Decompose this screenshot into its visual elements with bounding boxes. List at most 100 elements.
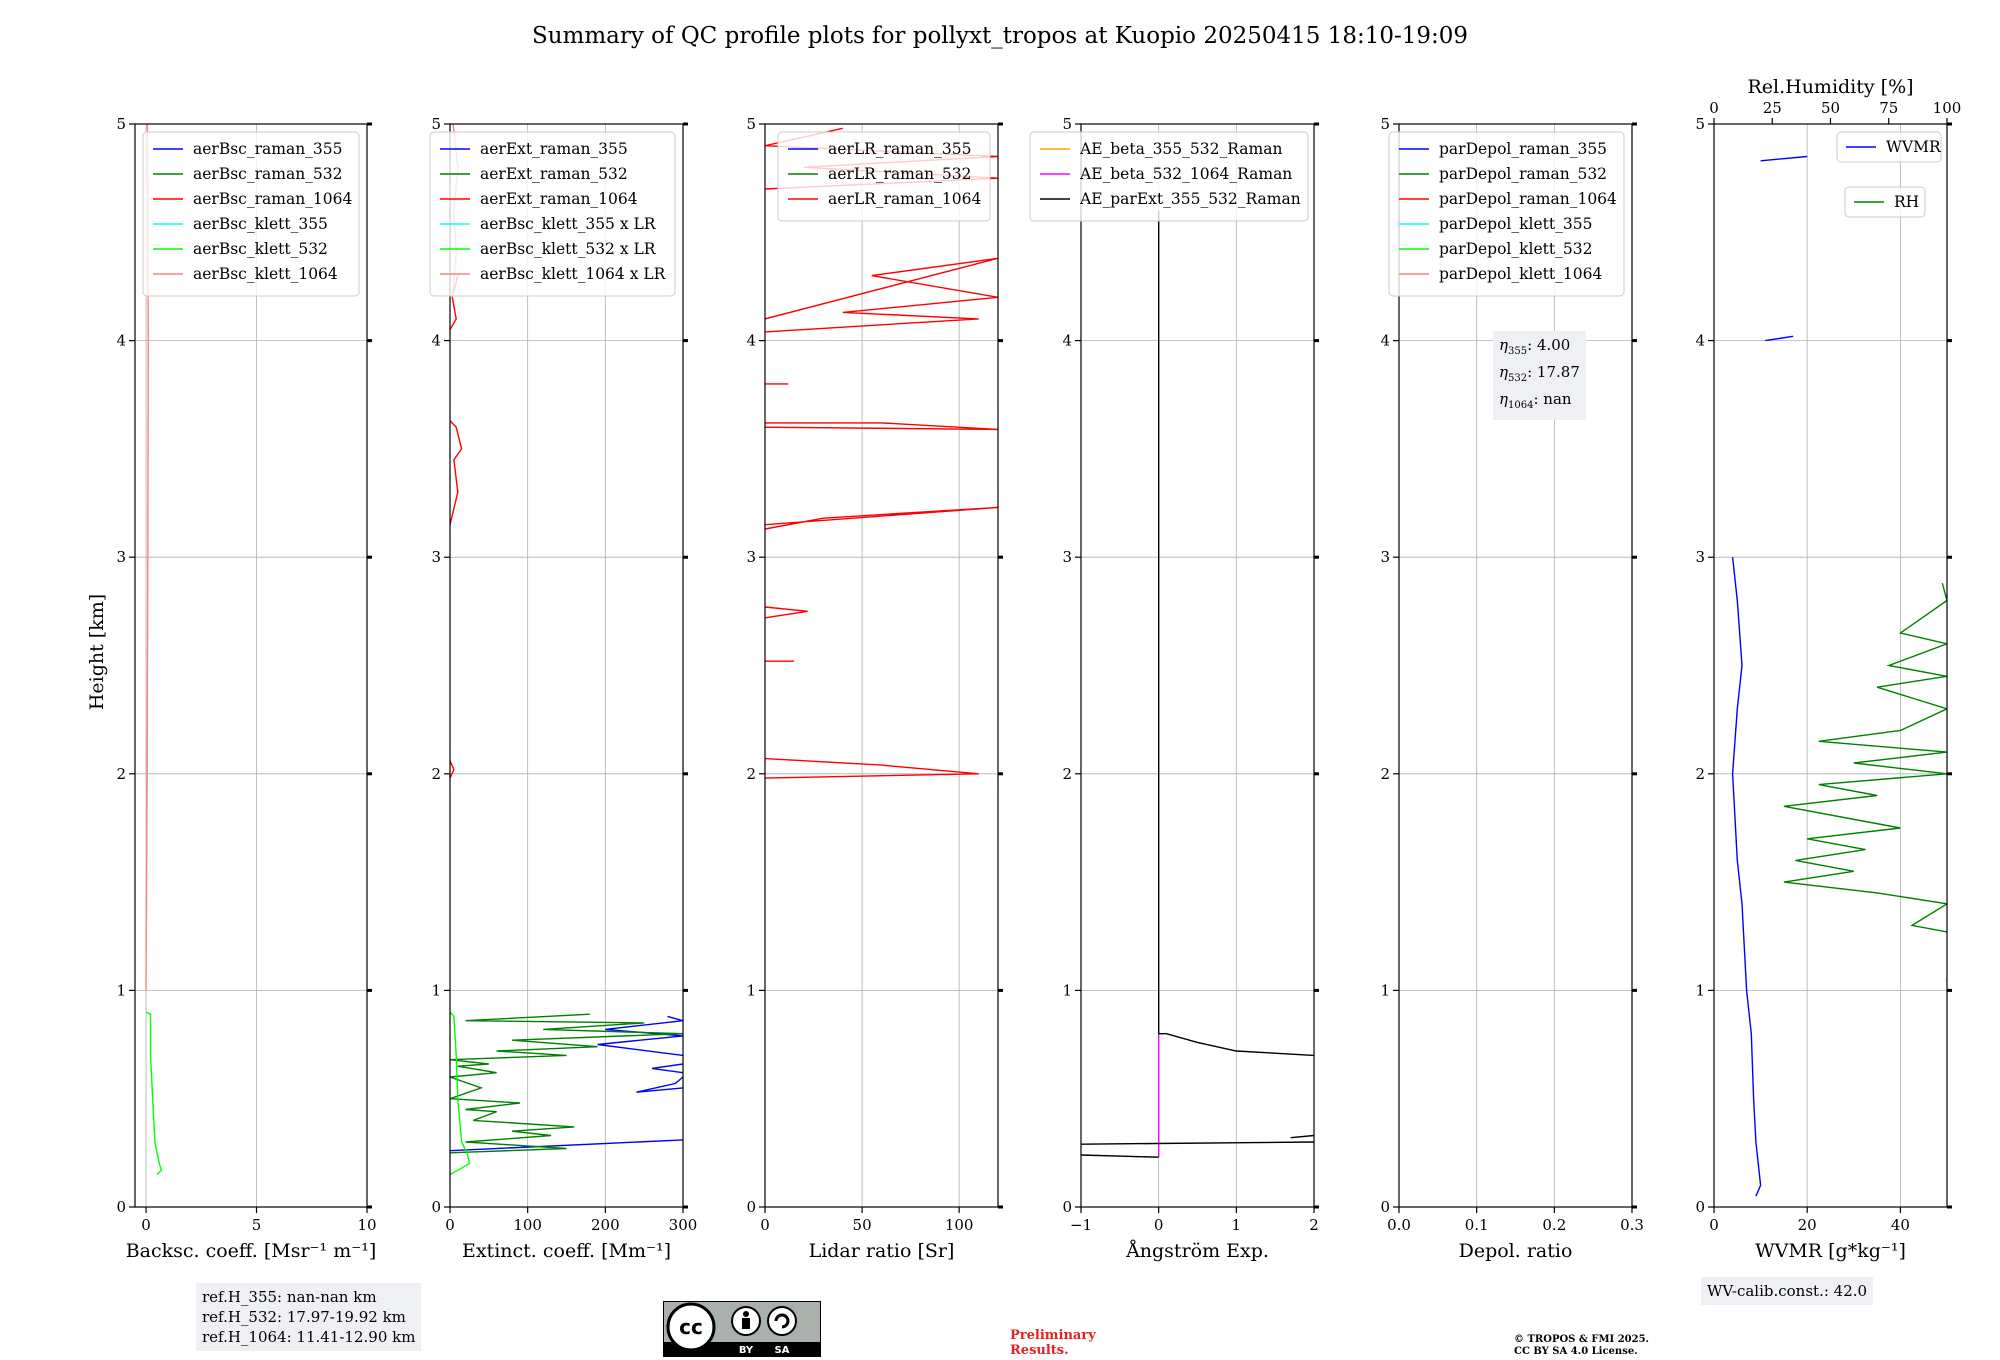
- legend-label-aerbsc-raman-532: aerBsc_raman_532: [193, 165, 343, 183]
- legend-rh: RH: [1844, 186, 1926, 218]
- legend-label-aerlr-raman-1064: aerLR_raman_1064: [828, 190, 981, 208]
- x-tick-label: 1: [1232, 1216, 1242, 1234]
- legend-label-rh: RH: [1894, 193, 1919, 211]
- series-line-wvmr: [1760, 155, 1808, 162]
- y-tick-label: 5: [431, 115, 441, 133]
- y-tick-label: 3: [1695, 548, 1705, 566]
- x-tick-label: 2: [1309, 1216, 1319, 1234]
- series-line-aerext-raman-1064: [450, 420, 463, 525]
- y-tick-label: 4: [1695, 332, 1705, 350]
- legend-label-aerext-raman-355: aerExt_raman_355: [480, 140, 628, 158]
- x-tick-label: 10: [357, 1216, 376, 1234]
- legend-box: [429, 131, 676, 297]
- panel-5: 0.0 0.1 0.2 0.3 0 1 2 3 4 5 Depol. ratio parDepol_r…: [1380, 115, 1643, 1262]
- eta-532-value: 17.87: [1536, 363, 1580, 381]
- series-line-aerlr-raman-1064: [765, 422, 998, 431]
- eta-532-row: η532: 17.87: [1499, 363, 1580, 384]
- x-tick-label: 0: [445, 1216, 455, 1234]
- y-tick-label: 5: [746, 115, 756, 133]
- axes-frame: [1080, 123, 1315, 1208]
- legend-label-wvmr: WVMR: [1886, 138, 1942, 156]
- eta-355-row: η355: 4.00: [1499, 336, 1571, 357]
- x-tick-label: 20: [1798, 1216, 1817, 1234]
- legend-label-aerlr-raman-532: aerLR_raman_532: [828, 165, 971, 183]
- legend-box: [1844, 186, 1926, 218]
- preliminary-note: Preliminary Results.: [1010, 1328, 1096, 1358]
- legend: aerLR_raman_355 aerLR_raman_532 aerLR_rama…: [777, 131, 991, 222]
- series-line-aerlr-raman-1064: [765, 257, 998, 333]
- series-line-aerlr-raman-1064: [765, 606, 808, 619]
- series-line-aerlr-raman-1064: [765, 757, 979, 779]
- cc-by-label: BY: [739, 1345, 754, 1356]
- axes-frame: [1398, 123, 1633, 1208]
- cc-sa-label: SA: [775, 1345, 790, 1356]
- y-tick-label: 0: [746, 1198, 756, 1216]
- y-tick-label: 0: [1695, 1198, 1705, 1216]
- y-tick-label: 0: [1062, 1198, 1072, 1216]
- legend-label-pardepol-klett-532: parDepol_klett_532: [1439, 240, 1592, 258]
- series-line-ae-parext-355-532-raman: [1290, 1134, 1314, 1139]
- x-tick-label: −1: [1070, 1216, 1092, 1234]
- x-axis-label: WVMR [g*kg⁻¹]: [1755, 1240, 1906, 1262]
- x-tick-label: 40: [1891, 1216, 1910, 1234]
- legend-label-pardepol-raman-355: parDepol_raman_355: [1439, 140, 1607, 158]
- series-line-aerbsc-klett-532-x-lr: [450, 1011, 471, 1176]
- legend-label-aerlr-raman-355: aerLR_raman_355: [828, 140, 971, 158]
- legend: parDepol_raman_355 parDepol_raman_532 parD…: [1388, 131, 1625, 297]
- legend-box: [142, 131, 360, 297]
- y-tick-label: 2: [431, 765, 441, 783]
- data-lines: [1081, 210, 1314, 1158]
- x-tick-label: 0.2: [1542, 1216, 1566, 1234]
- series-line-aerext-raman-355: [450, 1139, 683, 1152]
- series-line-ae-parext-355-532-raman: [1081, 1141, 1314, 1145]
- legend-label-ae-parext-355-532-raman: AE_parExt_355_532_Raman: [1079, 190, 1301, 208]
- x-tick-label: 0: [1154, 1216, 1164, 1234]
- y-tick-label: 1: [1062, 981, 1072, 999]
- series-line-wvmr: [1765, 335, 1794, 342]
- x2-axis-label: Rel.Humidity [%]: [1747, 76, 1913, 98]
- x-tick-label: 5: [252, 1216, 262, 1234]
- y-tick-label: 4: [431, 332, 441, 350]
- cc-logo-icon: [666, 1302, 716, 1352]
- eta-info-box: η355: 4.00 η532: 17.87 η1064: nan: [1493, 331, 1586, 420]
- y-tick-label: 0: [1380, 1198, 1390, 1216]
- eta-1064-value: nan: [1543, 390, 1572, 408]
- x-tick-label: 50: [853, 1216, 872, 1234]
- x-tick-label: 0: [760, 1216, 770, 1234]
- legend-label-pardepol-raman-532: parDepol_raman_532: [1439, 165, 1607, 183]
- x2-tick-label: 50: [1821, 99, 1840, 117]
- x-axis-label: Lidar ratio [Sr]: [809, 1240, 955, 1262]
- y-tick-label: 1: [1695, 981, 1705, 999]
- cc-badge-graphic: cc BY SA: [664, 1302, 820, 1356]
- legend-label-aerbsc-klett-355: aerBsc_klett_355: [193, 215, 328, 233]
- series-line-aerext-raman-1064: [450, 760, 455, 779]
- y-tick-label: 2: [1695, 765, 1705, 783]
- legend-label-pardepol-klett-355: parDepol_klett_355: [1439, 215, 1592, 233]
- x-axis-label: Backsc. coeff. [Msr⁻¹ m⁻¹]: [126, 1240, 377, 1262]
- series-line-aerbsc-klett-532: [145, 1011, 163, 1176]
- x-tick-label: 100: [513, 1216, 542, 1234]
- series-line-ae-parext-355-532-raman: [1158, 1032, 1314, 1057]
- eta-355-value: 4.00: [1536, 336, 1571, 354]
- x2-tick-label: 25: [1763, 99, 1782, 117]
- legend-label-aerbsc-klett-355-x-lr: aerBsc_klett_355 x LR: [480, 215, 657, 233]
- y-tick-label: 3: [746, 548, 756, 566]
- panel-2: 0 100 200 300 0 1 2 3 4 5 Extinct. coeff. [Mm⁻¹] ae…: [429, 115, 697, 1262]
- y-tick-label: 0: [116, 1198, 126, 1216]
- y-tick-label: 3: [1062, 548, 1072, 566]
- y-tick-label: 1: [116, 981, 126, 999]
- y-tick-label: 5: [1062, 115, 1072, 133]
- y-tick-label: 2: [1380, 765, 1390, 783]
- eta-1064-row: η1064: nan: [1499, 390, 1572, 411]
- legend-label-pardepol-raman-1064: parDepol_raman_1064: [1439, 190, 1617, 208]
- reference-height-box: ref.H_355: nan-nan km ref.H_532: 17.97-1…: [196, 1283, 422, 1351]
- y-tick-label: 2: [1062, 765, 1072, 783]
- legend-label-aerbsc-raman-355: aerBsc_raman_355: [193, 140, 343, 158]
- x-tick-label: 0: [1709, 1216, 1719, 1234]
- axes-frame: [1713, 123, 1948, 1208]
- y-tick-label: 1: [746, 981, 756, 999]
- x-tick-label: 100: [945, 1216, 974, 1234]
- legend-box: [1029, 131, 1309, 222]
